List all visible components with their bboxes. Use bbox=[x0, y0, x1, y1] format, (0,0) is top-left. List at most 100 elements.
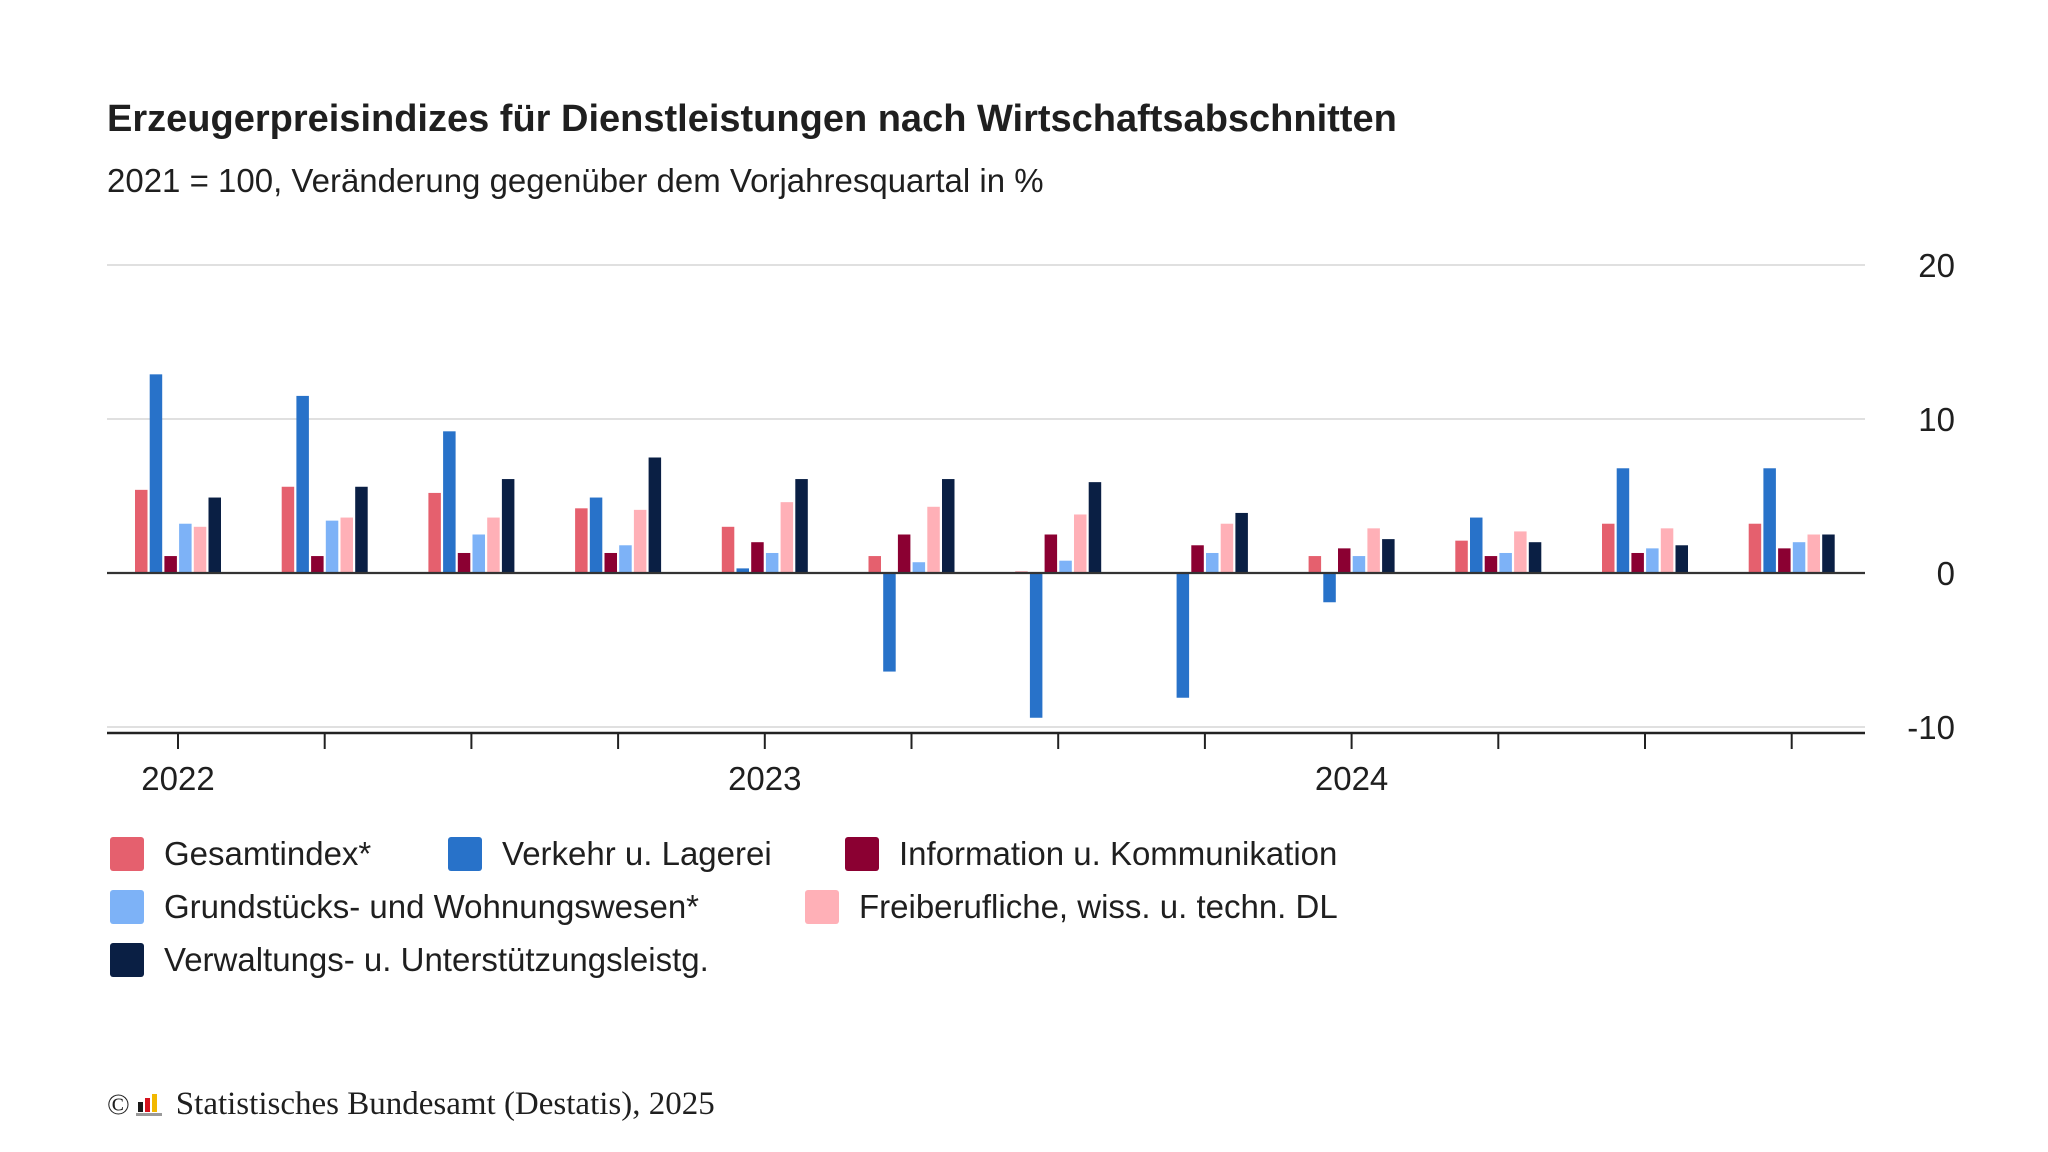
legend-label: Gesamtindex* bbox=[164, 835, 372, 872]
copyright-symbol: © bbox=[107, 1087, 130, 1121]
bar bbox=[1778, 548, 1791, 573]
legend-label: Information u. Kommunikation bbox=[899, 835, 1338, 872]
bar bbox=[135, 489, 148, 573]
bar bbox=[487, 517, 500, 573]
bar bbox=[1323, 573, 1336, 603]
y-tick-label: -10 bbox=[1907, 709, 1955, 746]
bar bbox=[1352, 556, 1366, 573]
bar bbox=[164, 556, 177, 573]
bar bbox=[1059, 560, 1072, 573]
bar bbox=[1675, 545, 1688, 573]
legend-item: Gesamtindex* bbox=[110, 835, 371, 873]
bar bbox=[1074, 514, 1087, 573]
legend-item: Grundstücks- und Wohnungswesen* bbox=[110, 888, 699, 926]
bar bbox=[1646, 548, 1659, 573]
bar bbox=[179, 523, 192, 573]
legend-label: Freiberufliche, wiss. u. techn. DL bbox=[859, 888, 1338, 925]
x-tick-label: 2022 bbox=[141, 760, 214, 797]
legend-swatch bbox=[805, 890, 839, 924]
bar bbox=[340, 517, 353, 573]
bar bbox=[325, 520, 339, 573]
bar bbox=[927, 506, 940, 573]
bar bbox=[355, 486, 368, 573]
bar bbox=[1660, 528, 1674, 573]
y-tick-label: 10 bbox=[1918, 401, 1955, 438]
bar bbox=[1807, 534, 1820, 573]
bar bbox=[1235, 512, 1248, 573]
bar bbox=[472, 534, 485, 573]
bar bbox=[765, 552, 779, 573]
bar bbox=[795, 479, 808, 573]
bar bbox=[1029, 573, 1043, 718]
y-tick-label: 20 bbox=[1918, 247, 1955, 284]
bar bbox=[1455, 540, 1468, 573]
legend-swatch bbox=[110, 837, 144, 871]
bar bbox=[721, 526, 735, 573]
bar bbox=[501, 479, 515, 573]
legend-item: Verwaltungs- u. Unterstützungsleistg. bbox=[110, 941, 709, 979]
destatis-logo-icon bbox=[135, 1093, 162, 1116]
bar bbox=[897, 534, 911, 573]
bar bbox=[1748, 523, 1762, 573]
bar bbox=[1616, 468, 1630, 573]
bar bbox=[281, 486, 295, 573]
axes: 20 10 0 -10 2022 2023 2024 bbox=[107, 247, 1955, 797]
bar bbox=[1044, 534, 1058, 573]
bar bbox=[428, 492, 441, 573]
bar bbox=[1528, 542, 1542, 573]
bar bbox=[575, 508, 588, 573]
legend-item: Information u. Kommunikation bbox=[845, 835, 1337, 873]
bar bbox=[1470, 517, 1483, 573]
bar bbox=[780, 502, 794, 573]
bar bbox=[193, 526, 207, 573]
y-tick-label: 0 bbox=[1937, 555, 1955, 592]
legend-swatch bbox=[448, 837, 482, 871]
bar bbox=[1367, 528, 1380, 573]
bar bbox=[208, 497, 221, 573]
chart-title: Erzeugerpreisindizes für Dienstleistunge… bbox=[107, 98, 1397, 140]
bar bbox=[1602, 523, 1615, 573]
source-text: Statistisches Bundesamt (Destatis), 2025 bbox=[175, 1086, 715, 1122]
gridlines bbox=[107, 264, 1865, 728]
bar bbox=[604, 552, 617, 573]
bar bbox=[457, 552, 471, 573]
bar bbox=[883, 573, 896, 672]
bar bbox=[1822, 534, 1835, 573]
bar bbox=[589, 497, 603, 573]
bar bbox=[619, 545, 632, 573]
bar bbox=[1088, 482, 1102, 573]
x-tick-label: 2024 bbox=[1315, 760, 1388, 797]
bar bbox=[1338, 548, 1351, 573]
bar bbox=[1382, 539, 1395, 573]
bar bbox=[942, 479, 955, 573]
legend-label: Grundstücks- und Wohnungswesen* bbox=[164, 888, 700, 925]
legend-label: Verkehr u. Lagerei bbox=[502, 835, 772, 872]
bar bbox=[1220, 523, 1234, 573]
bar bbox=[311, 556, 324, 573]
legend-item: Freiberufliche, wiss. u. techn. DL bbox=[805, 888, 1338, 926]
bar bbox=[443, 431, 456, 573]
bar bbox=[1206, 552, 1219, 573]
bar bbox=[1484, 556, 1498, 573]
bar bbox=[1792, 542, 1806, 573]
bar bbox=[648, 457, 662, 573]
bar bbox=[1499, 552, 1512, 573]
bar bbox=[1176, 573, 1190, 698]
legend-swatch bbox=[110, 890, 144, 924]
bar bbox=[912, 562, 926, 573]
bar bbox=[1763, 468, 1776, 573]
bar bbox=[1631, 552, 1644, 573]
bar bbox=[1514, 531, 1527, 573]
bars bbox=[135, 374, 1835, 718]
bar bbox=[1308, 556, 1322, 573]
bar bbox=[296, 395, 309, 573]
chart-plot: 20 10 0 -10 2022 2023 2024 bbox=[107, 247, 1955, 797]
legend-label: Verwaltungs- u. Unterstützungsleistg. bbox=[164, 941, 709, 978]
x-tick-label: 2023 bbox=[728, 760, 801, 797]
bar bbox=[149, 374, 163, 573]
bar bbox=[868, 556, 881, 573]
bar bbox=[1191, 545, 1204, 573]
bar bbox=[751, 542, 764, 573]
legend-item: Verkehr u. Lagerei bbox=[448, 835, 772, 873]
legend-swatch bbox=[110, 943, 144, 977]
